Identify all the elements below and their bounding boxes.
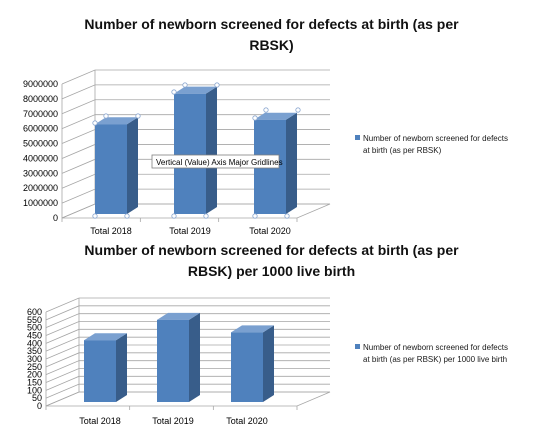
legend-label: Number of newborn screened for defects [363,343,508,352]
bar-side [189,312,200,402]
bar-front [95,124,127,214]
selection-handle [252,115,258,121]
bar [157,312,200,402]
bar-top [84,333,127,341]
y-tick-label: 550 [27,315,42,325]
tooltip-text: Vertical (Value) Axis Major Gridlines [156,158,283,167]
bar-top [95,117,138,125]
chart-2-title: Number of newborn screened for defects a… [0,240,543,282]
y-tick-label: 600 [27,307,42,317]
y-tick-label: 200 [27,370,42,380]
y-tick-label: 350 [27,346,42,356]
legend-label: at birth (as per RBSK) per 1000 live bir… [363,355,507,364]
x-category-label: Total 2018 [79,416,121,426]
selection-handle [92,213,98,219]
bar [95,117,138,214]
bar [84,333,127,402]
bar [254,112,297,214]
selection-handle [171,89,177,95]
y-tick-label: 450 [27,331,42,341]
selection-handle [171,213,177,219]
y-tick-label: 50 [32,393,42,403]
legend-label: Number of newborn screened for defects [363,134,508,143]
legend-swatch [355,135,360,140]
x-category-label: Total 2019 [169,226,211,236]
bar [231,325,274,402]
y-tick-label: 100 [27,385,42,395]
chart-2-title-line2: RBSK) per 1000 live birth [187,263,356,279]
y-tick-label: 7000000 [23,109,58,119]
y-tick-label: 1000000 [23,198,58,208]
x-category-label: Total 2020 [226,416,268,426]
y-tick-label: 0 [53,213,58,223]
y-tick-label: 300 [27,354,42,364]
x-category-label: Total 2019 [152,416,194,426]
y-tick-label: 250 [27,362,42,372]
bar-side [286,112,297,214]
selection-handle [252,213,258,219]
bar-top [231,325,274,333]
chart-1-title: Number of newborn screened for defects a… [0,14,543,56]
bar-side [206,86,217,214]
chart-1: 0 1000000 2000000 3000000 4000000 5000000 6000… [23,69,508,236]
y-tick-label: 5000000 [23,139,58,149]
selection-handle [284,213,290,219]
y-tick-label: 0 [37,401,42,411]
gridlines-tooltip: Vertical (Value) Axis Major Gridlines [151,154,283,169]
selection-handle [135,113,141,119]
bar-side [127,117,138,214]
bar-top [157,312,200,320]
gridline [61,69,330,85]
bar [174,86,217,214]
selection-handle [295,107,301,113]
bar-side [263,325,274,402]
bar-side [116,333,127,402]
y-tick-label: 500 [27,323,42,333]
tooltip-box [151,154,280,169]
y-tick-label: 6000000 [23,124,58,134]
gridline [45,297,330,313]
bar-front [157,319,189,402]
bar-front [174,93,206,214]
y-tick-label: 8000000 [23,94,58,104]
selection-handle [92,120,98,126]
selection-handle [203,213,209,219]
bar-front [84,340,116,402]
x-category-label: Total 2020 [249,226,291,236]
chart-1-title-line2: RBSK) [249,37,294,53]
legend-swatch [355,344,360,349]
y-tick-label: 400 [27,338,42,348]
selection-handle [124,213,130,219]
chart-2-title-line1: Number of newborn screened for defects a… [84,242,459,258]
y-tick-label: 150 [27,378,42,388]
selection-handle [214,82,220,88]
legend-label: at birth (as per RBSK) [363,146,442,155]
y-tick-label: 9000000 [23,79,58,89]
chart-1-title-line1: Number of newborn screened for defects a… [84,16,459,32]
bar-front [231,332,263,402]
y-tick-label: 2000000 [23,183,58,193]
selection-handle [103,113,109,119]
x-category-label: Total 2018 [90,226,132,236]
bar-top [254,112,297,120]
bar-top [174,86,217,94]
selection-handle [263,107,269,113]
y-tick-label: 3000000 [23,168,58,178]
y-tick-label: 4000000 [23,153,58,163]
selection-handle [182,82,188,88]
